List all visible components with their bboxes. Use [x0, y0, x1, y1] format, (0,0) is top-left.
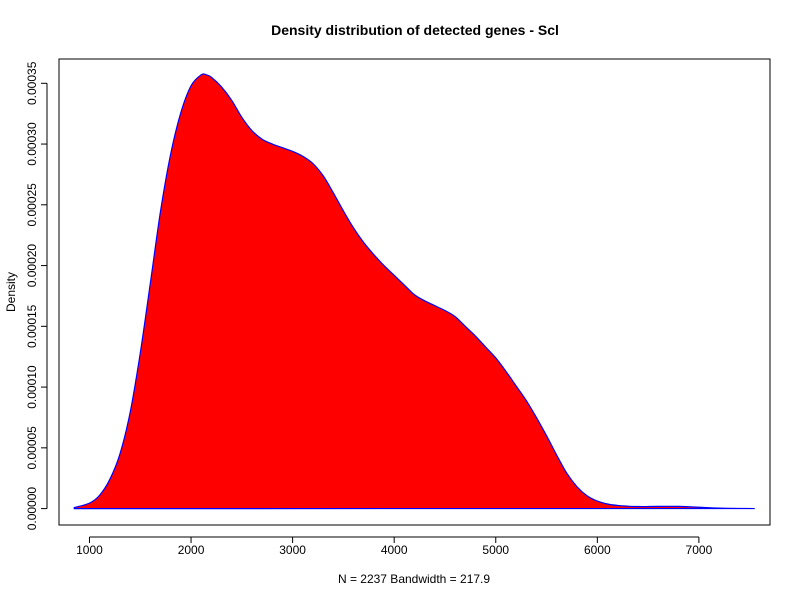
- plot-box: [58, 58, 771, 526]
- chart-title: Density distribution of detected genes -…: [271, 22, 559, 38]
- x-tick-label: 3000: [279, 543, 306, 557]
- x-tick-label: 7000: [686, 543, 713, 557]
- y-tick-label: 0.00005: [25, 426, 39, 470]
- x-axis-label: N = 2237 Bandwidth = 217.9: [338, 572, 490, 586]
- x-tick-label: 4000: [381, 543, 408, 557]
- plot-layer: [73, 73, 755, 510]
- y-tick-label: 0.00000: [25, 487, 39, 531]
- y-tick-label: 0.00025: [25, 183, 39, 227]
- y-tick-label: 0.00010: [25, 365, 39, 409]
- y-tick-label: 0.00030: [25, 122, 39, 166]
- density-line: [73, 73, 755, 510]
- x-tick-label: 5000: [482, 543, 509, 557]
- y-tick-label: 0.00015: [25, 304, 39, 348]
- x-tick-label: 1000: [76, 543, 103, 557]
- y-tick-label: 0.00020: [25, 244, 39, 288]
- y-tick-label: 0.00035: [25, 61, 39, 105]
- x-tick-label: 6000: [584, 543, 611, 557]
- y-axis-label: Density: [4, 272, 18, 312]
- density-fill: [74, 73, 755, 509]
- axes-layer: 1000 2000 3000 4000 5000 6000 7000 0.00000 0.000…: [25, 61, 713, 557]
- x-tick-label: 2000: [178, 543, 205, 557]
